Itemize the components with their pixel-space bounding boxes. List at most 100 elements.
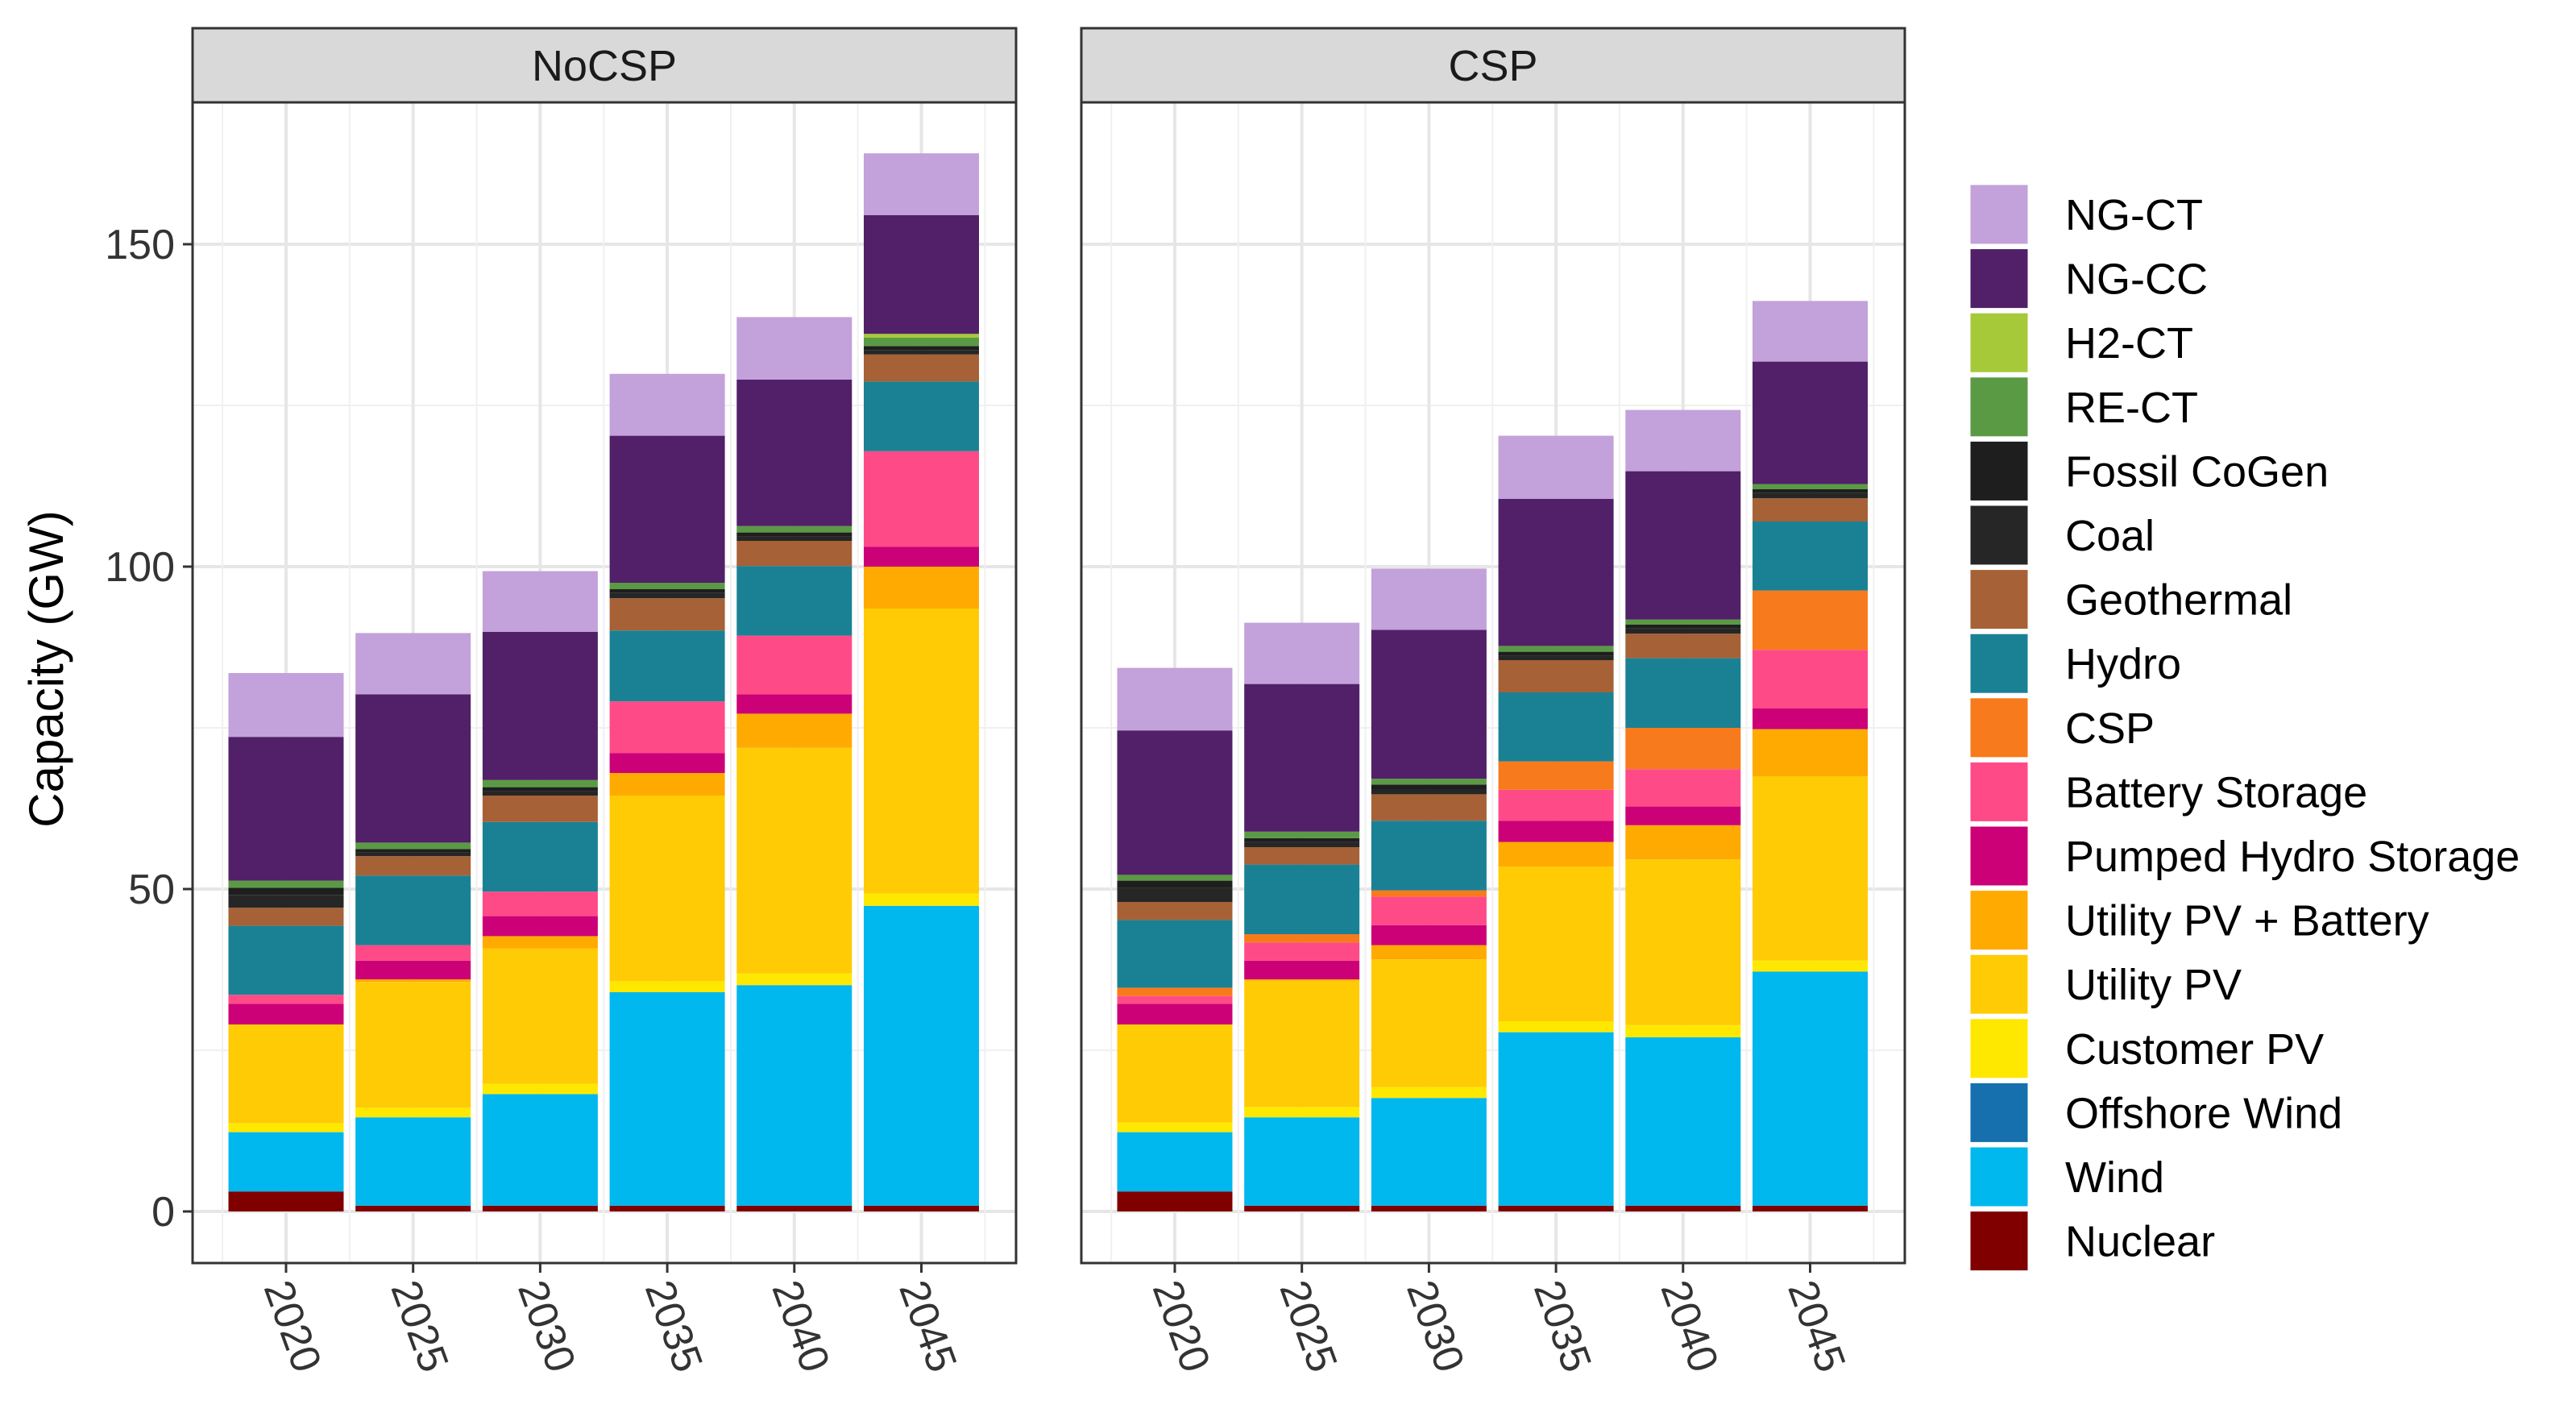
bar-segment-pumped-hydro-storage (228, 1004, 344, 1024)
bar-segment-coal (1117, 887, 1233, 902)
bar-segment-wind (1498, 1032, 1614, 1206)
bar-segment-geothermal (864, 354, 979, 382)
panel-border (191, 101, 1018, 1265)
bar-segment-customer-pv (355, 1107, 471, 1118)
bar-segment-csp (1625, 728, 1741, 770)
bar-segment-ng-ct (1498, 435, 1614, 499)
legend-swatch (1968, 503, 2031, 567)
bar-segment-ng-cc (736, 380, 852, 526)
legend-item: Battery Storage (1968, 759, 2367, 824)
bar-segment-ng-cc (1625, 471, 1741, 620)
bar-segment-utility-pv-battery (1625, 825, 1741, 860)
bar-segment-re-ct (1625, 619, 1741, 625)
bar-segment-ng-cc (355, 694, 471, 843)
bar-segment-utility-pv-battery (609, 773, 725, 796)
facet-strip (1080, 27, 1906, 104)
bar-segment-geothermal (1244, 847, 1360, 865)
bar-segment-pumped-hydro-storage (355, 960, 471, 979)
bar-segment-fossil-cogen (1244, 837, 1360, 842)
bar-segment-nuclear (609, 1205, 725, 1211)
bar-segment-pumped-hydro-storage (1498, 821, 1614, 842)
bar-segment-hydro (1753, 522, 1868, 591)
bar-segment-fossil-cogen (864, 346, 979, 351)
bar-segment-utility-pv (228, 1024, 344, 1124)
x-tick-label: 2040 (763, 1274, 839, 1378)
bar-stack-2040 (1625, 409, 1741, 1211)
bar-segment-ng-ct (736, 317, 852, 380)
bar-segment-geothermal (1753, 498, 1868, 522)
legend-item: Fossil CoGen (1968, 438, 2329, 503)
legend-swatch (1968, 888, 2031, 953)
legend-item: Pumped Hydro Storage (1968, 824, 2520, 888)
bar-segment-ng-cc (1498, 499, 1614, 646)
bar-segment-fossil-cogen (228, 887, 344, 895)
bar-segment-nuclear (355, 1205, 471, 1211)
x-tick-label: 2025 (1270, 1274, 1346, 1378)
bar-segment-geothermal (482, 796, 598, 822)
bar-segment-hydro (1244, 864, 1360, 934)
bar-segment-ng-ct (228, 673, 344, 738)
bar-segment-battery-storage (864, 451, 979, 547)
bar-segment-coal (1244, 841, 1360, 847)
bar-segment-fossil-cogen (736, 532, 852, 537)
bar-segment-re-ct (1371, 779, 1487, 785)
bar-segment-pumped-hydro-storage (1371, 925, 1487, 945)
bar-segment-ng-cc (1753, 361, 1868, 484)
legend-swatch (1968, 310, 2031, 375)
bar-segment-csp (1371, 890, 1487, 897)
bar-segment-hydro (355, 875, 471, 945)
bar-segment-nuclear (864, 1205, 979, 1211)
x-tick-label: 2035 (1524, 1274, 1600, 1378)
bar-segment-utility-pv (1498, 866, 1614, 1021)
bar-segment-hydro (1371, 821, 1487, 891)
legend-label: Hydro (2065, 640, 2181, 688)
bar-segment-hydro (1498, 692, 1614, 762)
bar-segment-csp (1753, 590, 1868, 650)
legend-label: Coal (2065, 512, 2155, 560)
bar-segment-battery-storage (482, 891, 598, 916)
legend-swatch (1968, 247, 2031, 311)
bar-segment-hydro (1625, 658, 1741, 728)
legend-swatch (1968, 696, 2031, 760)
bar-segment-utility-pv (736, 747, 852, 974)
legend-swatch (1968, 1016, 2031, 1081)
bar-segment-customer-pv (864, 893, 979, 906)
bar-segment-re-ct (355, 842, 471, 850)
bar-segment-geothermal (1371, 794, 1487, 821)
bar-segment-pumped-hydro-storage (736, 694, 852, 714)
legend-item: H2-CT (1968, 310, 2193, 375)
bar-segment-battery-storage (1244, 942, 1360, 961)
bar-segment-nuclear (736, 1205, 852, 1211)
bar-stack-2035 (609, 373, 725, 1211)
bar-segment-ng-cc (1117, 730, 1233, 875)
bar-segment-utility-pv (1117, 1024, 1233, 1123)
bar-segment-re-ct (1244, 831, 1360, 838)
bar-segment-ng-ct (609, 373, 725, 436)
legend-label: Pumped Hydro Storage (2065, 833, 2520, 881)
legend-swatch (1968, 824, 2031, 888)
panel-csp: CSP 2020 2025 2030 2035 2040 2045 (1080, 27, 1906, 1378)
legend-swatch (1968, 375, 2031, 439)
bar-stack-2025 (1244, 622, 1360, 1211)
bar-segment-re-ct (1117, 875, 1233, 881)
bar-segment-ng-ct (482, 571, 598, 632)
bar-segment-pumped-hydro-storage (864, 546, 979, 567)
bar-segment-fossil-cogen (1625, 625, 1741, 629)
bar-segment-ng-cc (1244, 684, 1360, 832)
bar-segment-geothermal (736, 541, 852, 567)
bar-segment-nuclear (228, 1191, 344, 1211)
bar-segment-coal (1625, 628, 1741, 634)
legend-item: Utility PV (1968, 952, 2242, 1016)
bar-segment-hydro (228, 925, 344, 995)
y-tick-label: 100 (105, 544, 175, 591)
bar-segment-coal (482, 791, 598, 796)
bar-segment-wind (228, 1132, 344, 1192)
x-tick-label: 2025 (381, 1274, 457, 1378)
legend-item: Coal (1968, 503, 2155, 567)
legend-label: NG-CT (2065, 191, 2203, 239)
legend-item: Hydro (1968, 631, 2181, 696)
bar-segment-battery-storage (228, 995, 344, 1004)
bar-segment-coal (736, 536, 852, 541)
y-tick-label: 150 (105, 222, 175, 268)
bar-segment-battery-storage (609, 701, 725, 754)
